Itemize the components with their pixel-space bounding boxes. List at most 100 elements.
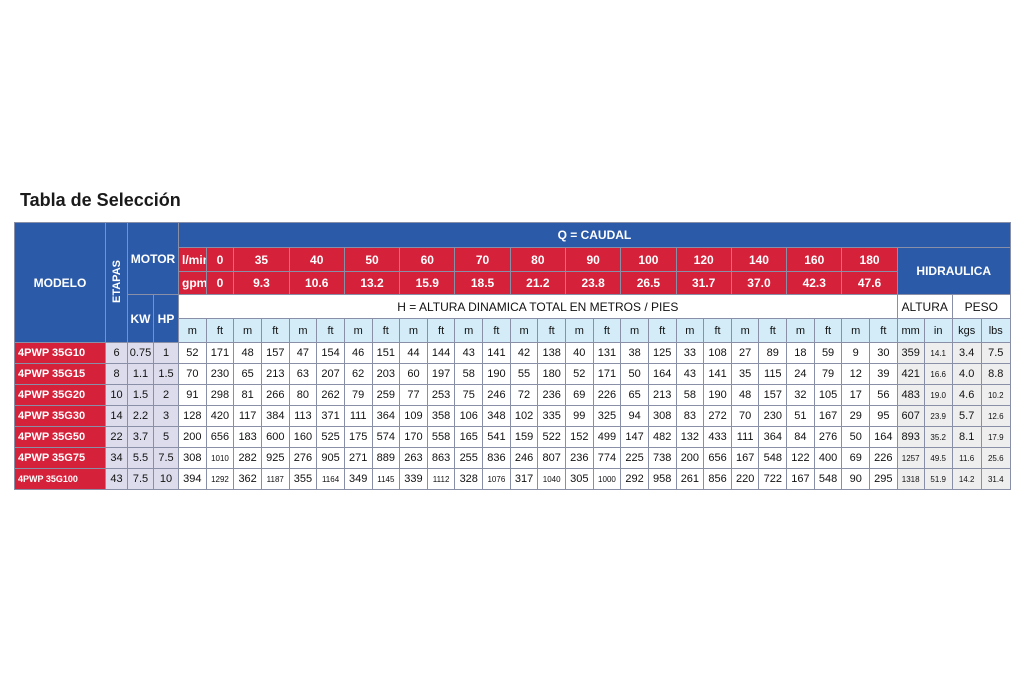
model-name: 4PWP 35G15: [14, 363, 106, 385]
table-row: 4PWP 35G30 14 2.2 3 128 420 117 384 113 371 111 364…: [14, 405, 1011, 427]
head-value: 108: [703, 342, 732, 364]
power-hp: 1.5: [152, 363, 180, 385]
flow-lmin: 70: [454, 247, 511, 272]
model-name: 4PWP 35G50: [14, 426, 106, 448]
dimension-value: 4.6: [951, 384, 982, 406]
unit-label: ft: [703, 318, 732, 343]
header-kw: KW: [127, 294, 154, 343]
head-value: 200: [675, 447, 705, 469]
head-value: 364: [371, 405, 401, 427]
head-value: 262: [316, 384, 345, 406]
unit-label: ft: [205, 318, 235, 343]
unit-label: mm: [896, 318, 925, 343]
model-name: 4PWP 35G100: [14, 468, 106, 490]
head-value: 65: [233, 363, 262, 385]
head-value: 836: [482, 447, 511, 469]
head-value: 59: [813, 342, 843, 364]
head-value: 656: [703, 447, 732, 469]
head-value: 230: [205, 363, 235, 385]
head-value: 40: [564, 342, 594, 364]
table-row: 4PWP 35G100 43 7.5 10 394 1292 362 1187 355 1164 3…: [14, 468, 1011, 490]
head-value: 171: [592, 363, 622, 385]
head-value: 925: [260, 447, 290, 469]
head-value: 400: [813, 447, 843, 469]
stages: 8: [105, 363, 128, 385]
head-value: 152: [564, 426, 594, 448]
unit-label: m: [343, 318, 373, 343]
head-value: 190: [703, 384, 732, 406]
head-value: 65: [620, 384, 649, 406]
head-value: 154: [316, 342, 345, 364]
head-value: 48: [730, 384, 760, 406]
head-value: 32: [786, 384, 815, 406]
head-value: 226: [869, 447, 898, 469]
head-value: 230: [758, 405, 788, 427]
unit-label: m: [730, 318, 760, 343]
head-value: 183: [233, 426, 262, 448]
header-hp: HP: [152, 294, 180, 343]
head-value: 807: [537, 447, 566, 469]
head-value: 12: [841, 363, 871, 385]
head-value: 81: [233, 384, 262, 406]
head-value: 200: [178, 426, 207, 448]
flow-lmin: 80: [509, 247, 566, 272]
unit-label: lbs: [980, 318, 1011, 343]
flow-gpm: 18.5: [454, 271, 511, 295]
head-value: 50: [620, 363, 649, 385]
table-row: m ft m ft m ft m ft m ft m ft m ft m ft m ft m ft m ft m ft m ft m…: [15, 318, 1011, 343]
flow-gpm: 9.3: [233, 271, 290, 295]
head-value: 159: [509, 426, 539, 448]
head-value: 1076: [482, 468, 511, 490]
head-value: 292: [620, 468, 649, 490]
head-value: 170: [399, 426, 428, 448]
unit-label: ft: [426, 318, 456, 343]
power-kw: 7.5: [127, 468, 154, 490]
head-value: 167: [786, 468, 815, 490]
table-row: KW HP H = ALTURA DINAMICA TOTAL EN METROS …: [15, 294, 1011, 343]
head-value: 132: [675, 426, 705, 448]
head-value: 58: [454, 363, 484, 385]
dimension-value: 359: [896, 342, 925, 364]
head-value: 541: [482, 426, 511, 448]
head-value: 70: [730, 405, 760, 427]
dimension-value: 17.9: [980, 426, 1011, 448]
dimension-value: 49.5: [923, 447, 953, 469]
table-row: gpm 0 9.3 10.6 13.2 15.9 18.5 21.2 23.8 26.5 31.7 3…: [15, 271, 1011, 295]
power-kw: 1.5: [127, 384, 154, 406]
head-value: 24: [786, 363, 815, 385]
head-value: 308: [178, 447, 207, 469]
head-value: 38: [620, 342, 649, 364]
head-value: 276: [813, 426, 843, 448]
head-value: 60: [399, 363, 428, 385]
head-value: 263: [399, 447, 428, 469]
unit-label: ft: [869, 318, 898, 343]
head-value: 84: [786, 426, 815, 448]
dimension-value: 11.6: [951, 447, 982, 469]
head-value: 525: [316, 426, 345, 448]
flow-lmin: 40: [288, 247, 345, 272]
head-value: 160: [288, 426, 318, 448]
head-value: 175: [343, 426, 373, 448]
head-value: 105: [813, 384, 843, 406]
stages: 34: [105, 447, 128, 469]
head-value: 220: [730, 468, 760, 490]
head-value: 1010: [205, 447, 235, 469]
unit-label: m: [841, 318, 871, 343]
dimension-value: 19.0: [923, 384, 953, 406]
unit-label: ft: [647, 318, 677, 343]
dimension-value: 25.6: [980, 447, 1011, 469]
flow-unit-label: gpm: [178, 271, 207, 295]
head-value: 43: [675, 363, 705, 385]
flow-gpm: 23.8: [564, 271, 622, 295]
power-hp: 7.5: [152, 447, 180, 469]
head-value: 522: [537, 426, 566, 448]
dimension-value: 12.6: [980, 405, 1011, 427]
head-value: 138: [537, 342, 566, 364]
dimension-value: 893: [896, 426, 925, 448]
head-value: 295: [869, 468, 898, 490]
head-value: 1164: [316, 468, 345, 490]
head-value: 355: [288, 468, 318, 490]
head-value: 856: [703, 468, 732, 490]
power-hp: 2: [152, 384, 180, 406]
